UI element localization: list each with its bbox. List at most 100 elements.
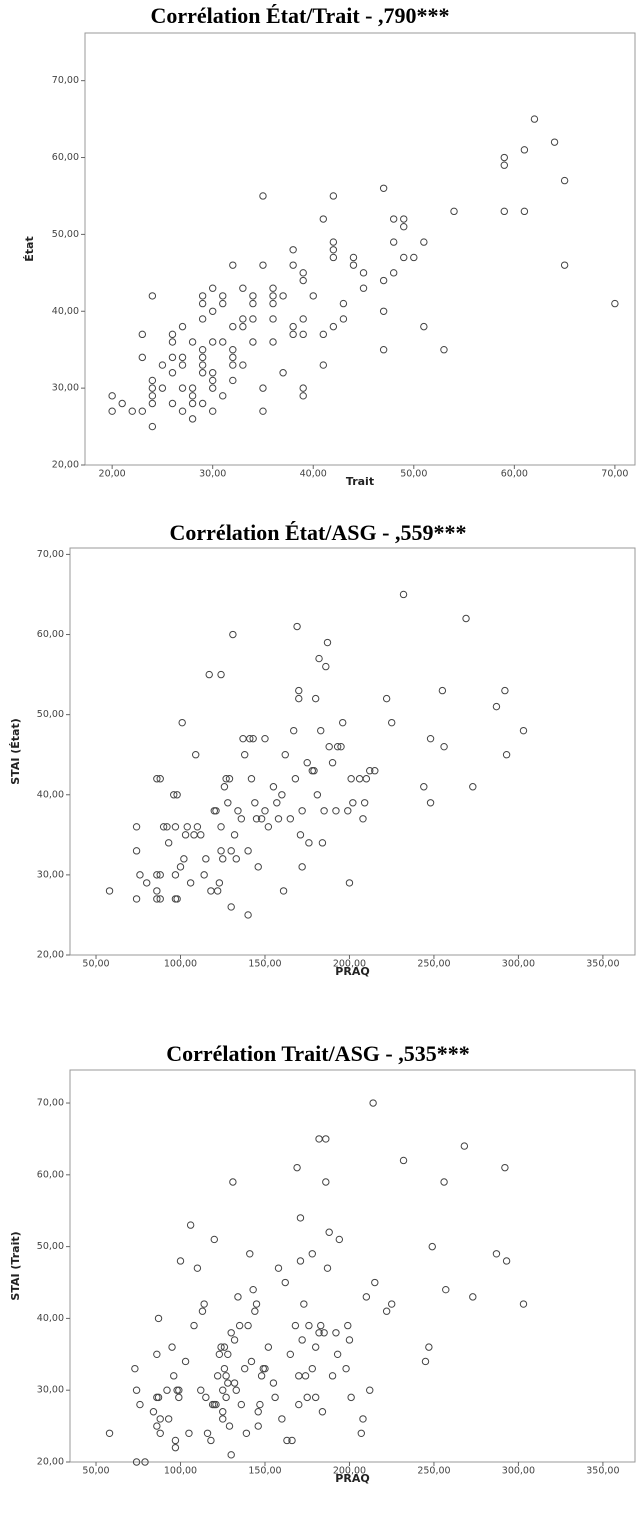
point xyxy=(308,1250,316,1258)
point xyxy=(421,1357,430,1366)
point xyxy=(229,361,237,369)
point xyxy=(318,839,327,847)
point xyxy=(345,1336,354,1344)
y-axis-label: STAI (État) xyxy=(9,718,22,785)
point xyxy=(289,261,297,269)
point xyxy=(269,292,277,300)
point xyxy=(299,315,307,323)
point xyxy=(197,831,205,839)
plot-area xyxy=(84,32,636,466)
point xyxy=(178,322,187,331)
point xyxy=(500,161,508,169)
point xyxy=(254,1422,262,1430)
point xyxy=(219,338,227,346)
point xyxy=(349,799,357,807)
point xyxy=(357,1429,365,1437)
point xyxy=(560,261,569,269)
x-axis-label: Trait xyxy=(346,475,374,488)
point xyxy=(362,775,371,783)
point xyxy=(180,855,188,863)
point xyxy=(168,399,177,408)
point xyxy=(158,361,167,369)
point xyxy=(247,1357,256,1366)
point xyxy=(171,1436,180,1445)
point xyxy=(333,1350,342,1359)
y-tick-label: 20,00 xyxy=(52,460,79,471)
point xyxy=(303,759,311,767)
point xyxy=(186,1221,195,1229)
point xyxy=(325,1228,333,1236)
point xyxy=(197,1386,205,1394)
point xyxy=(519,726,528,735)
point xyxy=(164,1415,173,1423)
point xyxy=(286,815,295,823)
point xyxy=(198,353,207,362)
point xyxy=(198,361,207,369)
point xyxy=(281,751,289,759)
point xyxy=(178,718,186,727)
point xyxy=(359,1415,367,1423)
point xyxy=(366,1386,374,1394)
point xyxy=(208,307,217,315)
point xyxy=(153,871,161,879)
point xyxy=(192,751,200,759)
point xyxy=(410,253,418,262)
point xyxy=(426,734,435,743)
point xyxy=(382,1307,391,1315)
point xyxy=(252,815,261,823)
x-tick-label: 50,00 xyxy=(82,959,109,970)
point xyxy=(281,1278,289,1287)
point xyxy=(319,361,327,369)
point xyxy=(389,238,398,246)
point xyxy=(426,799,435,807)
x-tick-label: 250,00 xyxy=(417,959,450,970)
point xyxy=(339,315,348,323)
point xyxy=(462,614,470,623)
point xyxy=(148,422,157,431)
x-tick-label: 350,00 xyxy=(586,959,619,970)
point xyxy=(188,415,197,423)
point xyxy=(320,1329,328,1337)
point xyxy=(229,353,237,362)
point xyxy=(273,799,281,807)
point xyxy=(190,1321,198,1330)
point xyxy=(246,734,254,743)
point xyxy=(208,376,217,385)
point xyxy=(519,1300,528,1308)
point xyxy=(256,1400,264,1409)
point xyxy=(232,1386,240,1394)
point xyxy=(244,1321,252,1330)
point xyxy=(257,815,266,823)
point xyxy=(359,284,368,292)
point xyxy=(382,694,391,703)
point xyxy=(198,345,207,354)
point xyxy=(132,1386,141,1394)
point xyxy=(259,384,267,392)
point xyxy=(148,392,157,400)
x-tick-label: 50,00 xyxy=(82,1466,109,1477)
point xyxy=(143,879,151,887)
point xyxy=(502,1257,511,1265)
y-tick-label: 70,00 xyxy=(37,1098,64,1109)
point xyxy=(332,1329,340,1337)
point xyxy=(168,353,177,362)
point xyxy=(108,392,116,400)
point xyxy=(215,1350,224,1359)
point xyxy=(183,823,191,831)
point xyxy=(193,1264,202,1272)
point xyxy=(208,369,217,377)
point xyxy=(311,1393,320,1402)
point xyxy=(138,330,147,339)
point xyxy=(219,392,227,400)
x-tick-label: 50,00 xyxy=(400,469,427,480)
point xyxy=(389,269,398,277)
point xyxy=(208,338,217,346)
point xyxy=(335,1235,344,1244)
x-tick-label: 300,00 xyxy=(502,1466,535,1477)
x-tick-label: 150,00 xyxy=(248,1466,281,1477)
point xyxy=(224,799,232,807)
point xyxy=(329,192,338,200)
point xyxy=(213,887,222,895)
